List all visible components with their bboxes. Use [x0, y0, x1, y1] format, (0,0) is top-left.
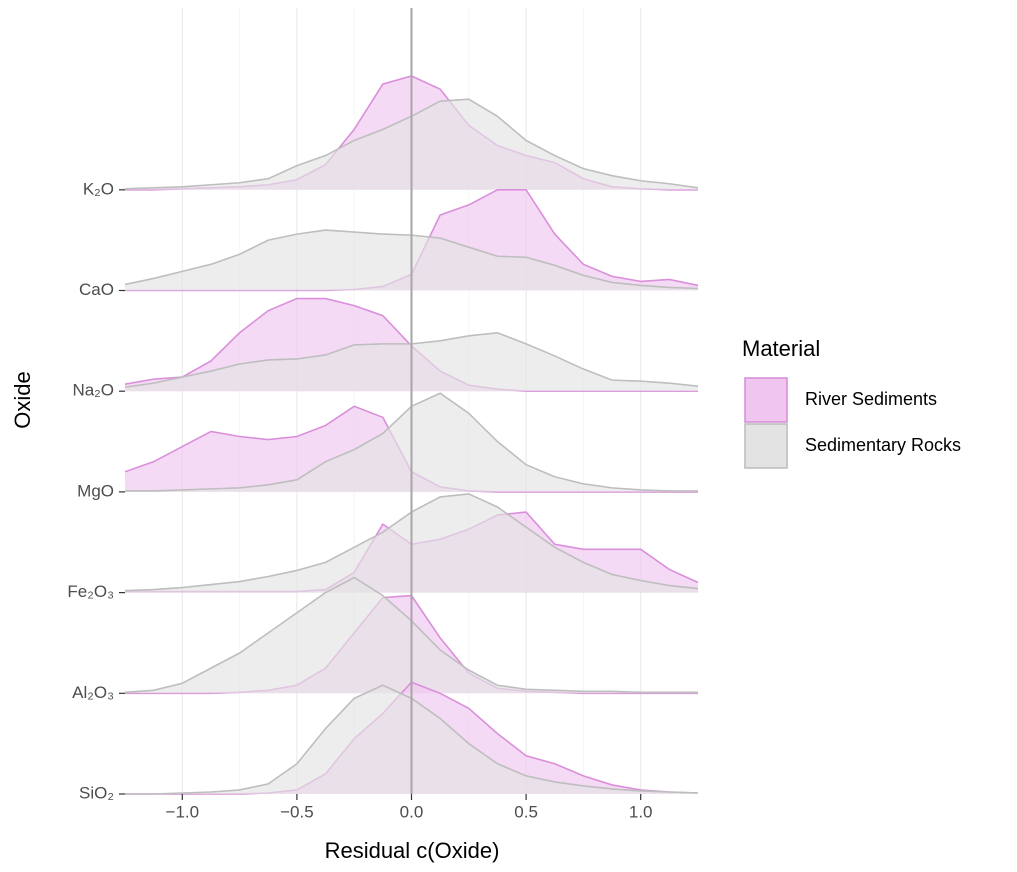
legend-key	[744, 377, 788, 423]
y-tick-label: Al₂O₃	[72, 683, 114, 702]
x-tick-label: −1.0	[166, 802, 200, 821]
legend-title: Material	[742, 336, 820, 361]
y-tick-label: Fe₂O₃	[67, 582, 114, 601]
legend-label: Sedimentary Rocks	[805, 435, 961, 455]
y-tick-label: CaO	[79, 280, 114, 299]
y-axis-title: Oxide	[10, 371, 35, 428]
ridge-area	[125, 406, 698, 492]
y-tick-label: Na₂O	[72, 381, 114, 400]
legend-key	[744, 423, 788, 469]
x-tick-label: 0.5	[514, 802, 538, 821]
y-tick-label: MgO	[77, 481, 114, 500]
y-tick-label: SiO₂	[79, 783, 114, 802]
legend-label: River Sediments	[805, 389, 937, 409]
x-tick-label: −0.5	[280, 802, 314, 821]
y-tick-label: K₂O	[83, 179, 114, 198]
x-tick-label: 1.0	[629, 802, 653, 821]
x-axis-title: Residual c(Oxide)	[325, 838, 500, 863]
x-tick-label: 0.0	[400, 802, 424, 821]
